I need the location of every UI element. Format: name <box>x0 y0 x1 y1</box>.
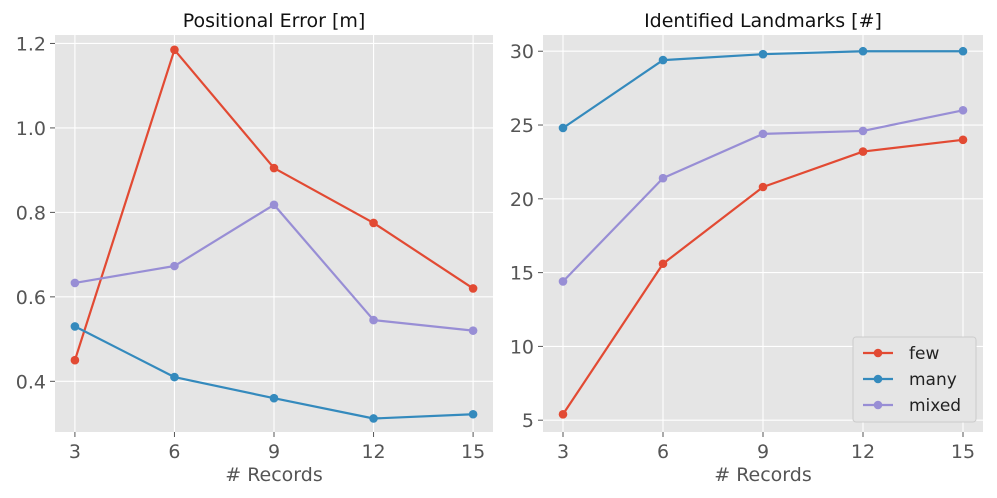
legend-marker-mixed <box>873 400 883 410</box>
legend-label-mixed: mixed <box>909 396 961 416</box>
x-axis-label: # Records <box>714 464 812 486</box>
data-point-mixed <box>369 315 378 325</box>
legend-box <box>852 336 977 423</box>
data-point-mixed <box>658 173 668 183</box>
legend-label-few: few <box>909 344 939 364</box>
data-point-few <box>858 147 868 156</box>
data-point-many <box>858 46 868 56</box>
legend-label-many: many <box>909 370 957 390</box>
chart-title: Identified Landmarks [#] <box>644 10 882 32</box>
data-point-many <box>758 49 768 59</box>
y-tick-label: 0.4 <box>16 371 46 393</box>
data-point-few <box>369 218 378 228</box>
data-point-few <box>170 45 179 55</box>
data-point-many <box>468 409 478 419</box>
data-point-mixed <box>558 277 568 286</box>
chart-title: Positional Error [m] <box>183 10 366 32</box>
data-point-few <box>758 182 768 192</box>
data-point-many <box>170 372 179 382</box>
x-tick-label: 9 <box>268 441 280 463</box>
data-point-many <box>958 46 968 56</box>
data-point-few <box>958 135 968 145</box>
legend: few many mixed <box>852 336 977 423</box>
x-tick-label: 6 <box>168 441 180 463</box>
y-tick-label: 5 <box>522 410 534 432</box>
y-tick-label: 15 <box>510 263 534 285</box>
data-point-mixed <box>269 200 279 210</box>
data-point-few <box>70 355 80 365</box>
y-tick-label: 0.8 <box>16 202 46 224</box>
legend-marker-many <box>873 374 883 384</box>
y-tick-label: 25 <box>510 115 534 137</box>
data-point-few <box>658 259 668 269</box>
data-point-many <box>558 123 568 133</box>
x-axis-label: # Records <box>225 464 323 486</box>
x-tick-label: 15 <box>951 441 975 463</box>
data-point-many <box>269 393 279 403</box>
y-tick-label: 1.2 <box>16 33 46 55</box>
x-tick-label: 12 <box>361 441 385 463</box>
chart-positional-error: 0.4 0.6 0.8 1.0 1.2 3 6 9 12 15 Positional Error [… <box>16 10 493 486</box>
y-tick-label: 1.0 <box>16 118 46 140</box>
data-point-few <box>558 409 568 419</box>
data-point-many <box>70 322 80 331</box>
y-tick-label: 0.6 <box>16 287 46 309</box>
legend-marker-few <box>873 348 883 358</box>
data-point-mixed <box>858 126 868 136</box>
x-tick-label: 3 <box>69 441 81 463</box>
data-point-mixed <box>758 129 768 139</box>
data-point-mixed <box>468 326 478 335</box>
data-point-few <box>269 163 279 173</box>
data-point-mixed <box>170 261 179 271</box>
data-point-mixed <box>958 105 968 115</box>
x-tick-label: 3 <box>557 441 569 463</box>
x-tick-label: 12 <box>851 441 875 463</box>
data-point-few <box>468 284 478 293</box>
y-tick-label: 30 <box>510 41 534 63</box>
x-tick-label: 9 <box>757 441 769 463</box>
data-point-mixed <box>70 278 80 288</box>
data-point-many <box>369 414 378 423</box>
chart-identified-landmarks: 5 10 15 20 25 30 3 6 9 12 15 Identified Landmarks [… <box>510 10 983 486</box>
data-point-many <box>658 55 668 65</box>
x-tick-label: 15 <box>461 441 485 463</box>
y-tick-label: 10 <box>510 336 534 358</box>
y-tick-label: 20 <box>510 189 534 211</box>
x-tick-label: 6 <box>657 441 669 463</box>
